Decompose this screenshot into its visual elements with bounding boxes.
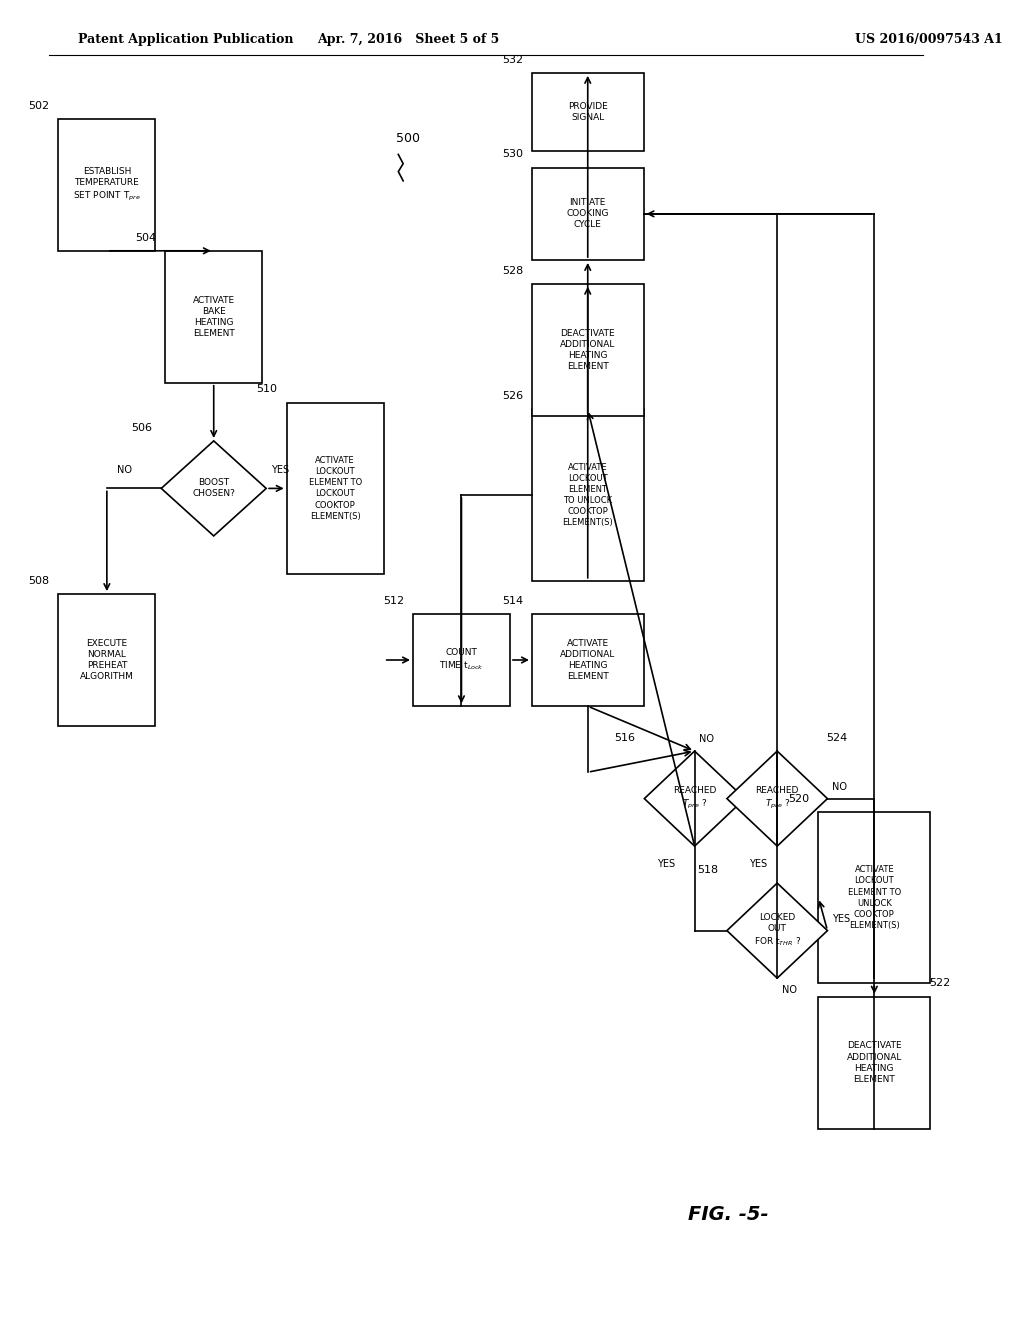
Text: YES: YES [271,465,289,475]
Text: ESTABLISH
TEMPERATURE
SET POINT T$_{pre}$: ESTABLISH TEMPERATURE SET POINT T$_{pre}… [73,166,140,203]
Text: 512: 512 [383,595,404,606]
Text: DEACTIVATE
ADDITIONAL
HEATING
ELEMENT: DEACTIVATE ADDITIONAL HEATING ELEMENT [847,1041,902,1084]
Text: 526: 526 [502,391,523,401]
Text: 504: 504 [135,232,157,243]
Text: LOCKED
OUT
FOR t$_{THR}$ ?: LOCKED OUT FOR t$_{THR}$ ? [754,913,801,948]
Text: 508: 508 [29,576,49,586]
FancyBboxPatch shape [818,997,930,1129]
Text: 532: 532 [502,54,523,65]
Text: EXECUTE
NORMAL
PREHEAT
ALGORITHM: EXECUTE NORMAL PREHEAT ALGORITHM [80,639,134,681]
Polygon shape [727,751,827,846]
Text: ACTIVATE
LOCKOUT
ELEMENT TO
LOCKOUT
COOKTOP
ELEMENT(S): ACTIVATE LOCKOUT ELEMENT TO LOCKOUT COOK… [308,457,361,520]
FancyBboxPatch shape [58,119,156,251]
Text: 500: 500 [396,132,420,145]
Text: ACTIVATE
BAKE
HEATING
ELEMENT: ACTIVATE BAKE HEATING ELEMENT [193,296,234,338]
Text: ACTIVATE
ADDITIONAL
HEATING
ELEMENT: ACTIVATE ADDITIONAL HEATING ELEMENT [560,639,615,681]
Text: Apr. 7, 2016   Sheet 5 of 5: Apr. 7, 2016 Sheet 5 of 5 [316,33,499,46]
FancyBboxPatch shape [531,284,644,416]
Text: 516: 516 [614,733,636,743]
Text: 514: 514 [502,595,523,606]
Text: DEACTIVATE
ADDITIONAL
HEATING
ELEMENT: DEACTIVATE ADDITIONAL HEATING ELEMENT [560,329,615,371]
Text: REACHED
$T_{pre}$ ?: REACHED $T_{pre}$ ? [756,787,799,810]
Text: YES: YES [657,859,675,870]
Text: 506: 506 [131,422,153,433]
FancyBboxPatch shape [58,594,156,726]
Polygon shape [727,883,827,978]
Text: ACTIVATE
LOCKOUT
ELEMENT TO
UNLOCK
COOKTOP
ELEMENT(S): ACTIVATE LOCKOUT ELEMENT TO UNLOCK COOKT… [848,866,901,929]
Text: 522: 522 [930,978,950,989]
Text: 520: 520 [788,793,810,804]
FancyBboxPatch shape [531,168,644,260]
Polygon shape [644,751,744,846]
Polygon shape [161,441,266,536]
Text: US 2016/0097543 A1: US 2016/0097543 A1 [855,33,1002,46]
FancyBboxPatch shape [531,614,644,706]
FancyBboxPatch shape [165,251,262,383]
FancyBboxPatch shape [818,812,930,983]
Text: 518: 518 [697,865,718,875]
FancyBboxPatch shape [531,409,644,581]
FancyBboxPatch shape [287,403,384,574]
Text: BOOST
CHOSEN?: BOOST CHOSEN? [193,478,236,499]
Text: FIG. -5-: FIG. -5- [688,1205,769,1224]
Text: 530: 530 [502,149,523,160]
Text: NO: NO [699,734,715,744]
Text: INITIATE
COOKING
CYCLE: INITIATE COOKING CYCLE [566,198,609,230]
FancyBboxPatch shape [413,614,510,706]
Text: YES: YES [833,913,851,924]
Text: PROVIDE
SIGNAL: PROVIDE SIGNAL [568,102,607,123]
Text: ACTIVATE
LOCKOUT
ELEMENT
TO UNLOCK
COOKTOP
ELEMENT(S): ACTIVATE LOCKOUT ELEMENT TO UNLOCK COOKT… [562,463,613,527]
FancyBboxPatch shape [531,73,644,152]
Text: COUNT
TIME t$_{Lock}$: COUNT TIME t$_{Lock}$ [439,648,484,672]
Text: 524: 524 [826,733,848,743]
Text: 502: 502 [29,100,49,111]
Text: REACHED
$T_{pre}$ ?: REACHED $T_{pre}$ ? [673,787,717,810]
Text: NO: NO [782,985,797,995]
Text: NO: NO [117,465,131,475]
Text: NO: NO [833,781,847,792]
Text: 510: 510 [257,384,278,395]
Text: 528: 528 [502,265,523,276]
Text: Patent Application Publication: Patent Application Publication [78,33,293,46]
Text: YES: YES [750,859,767,870]
